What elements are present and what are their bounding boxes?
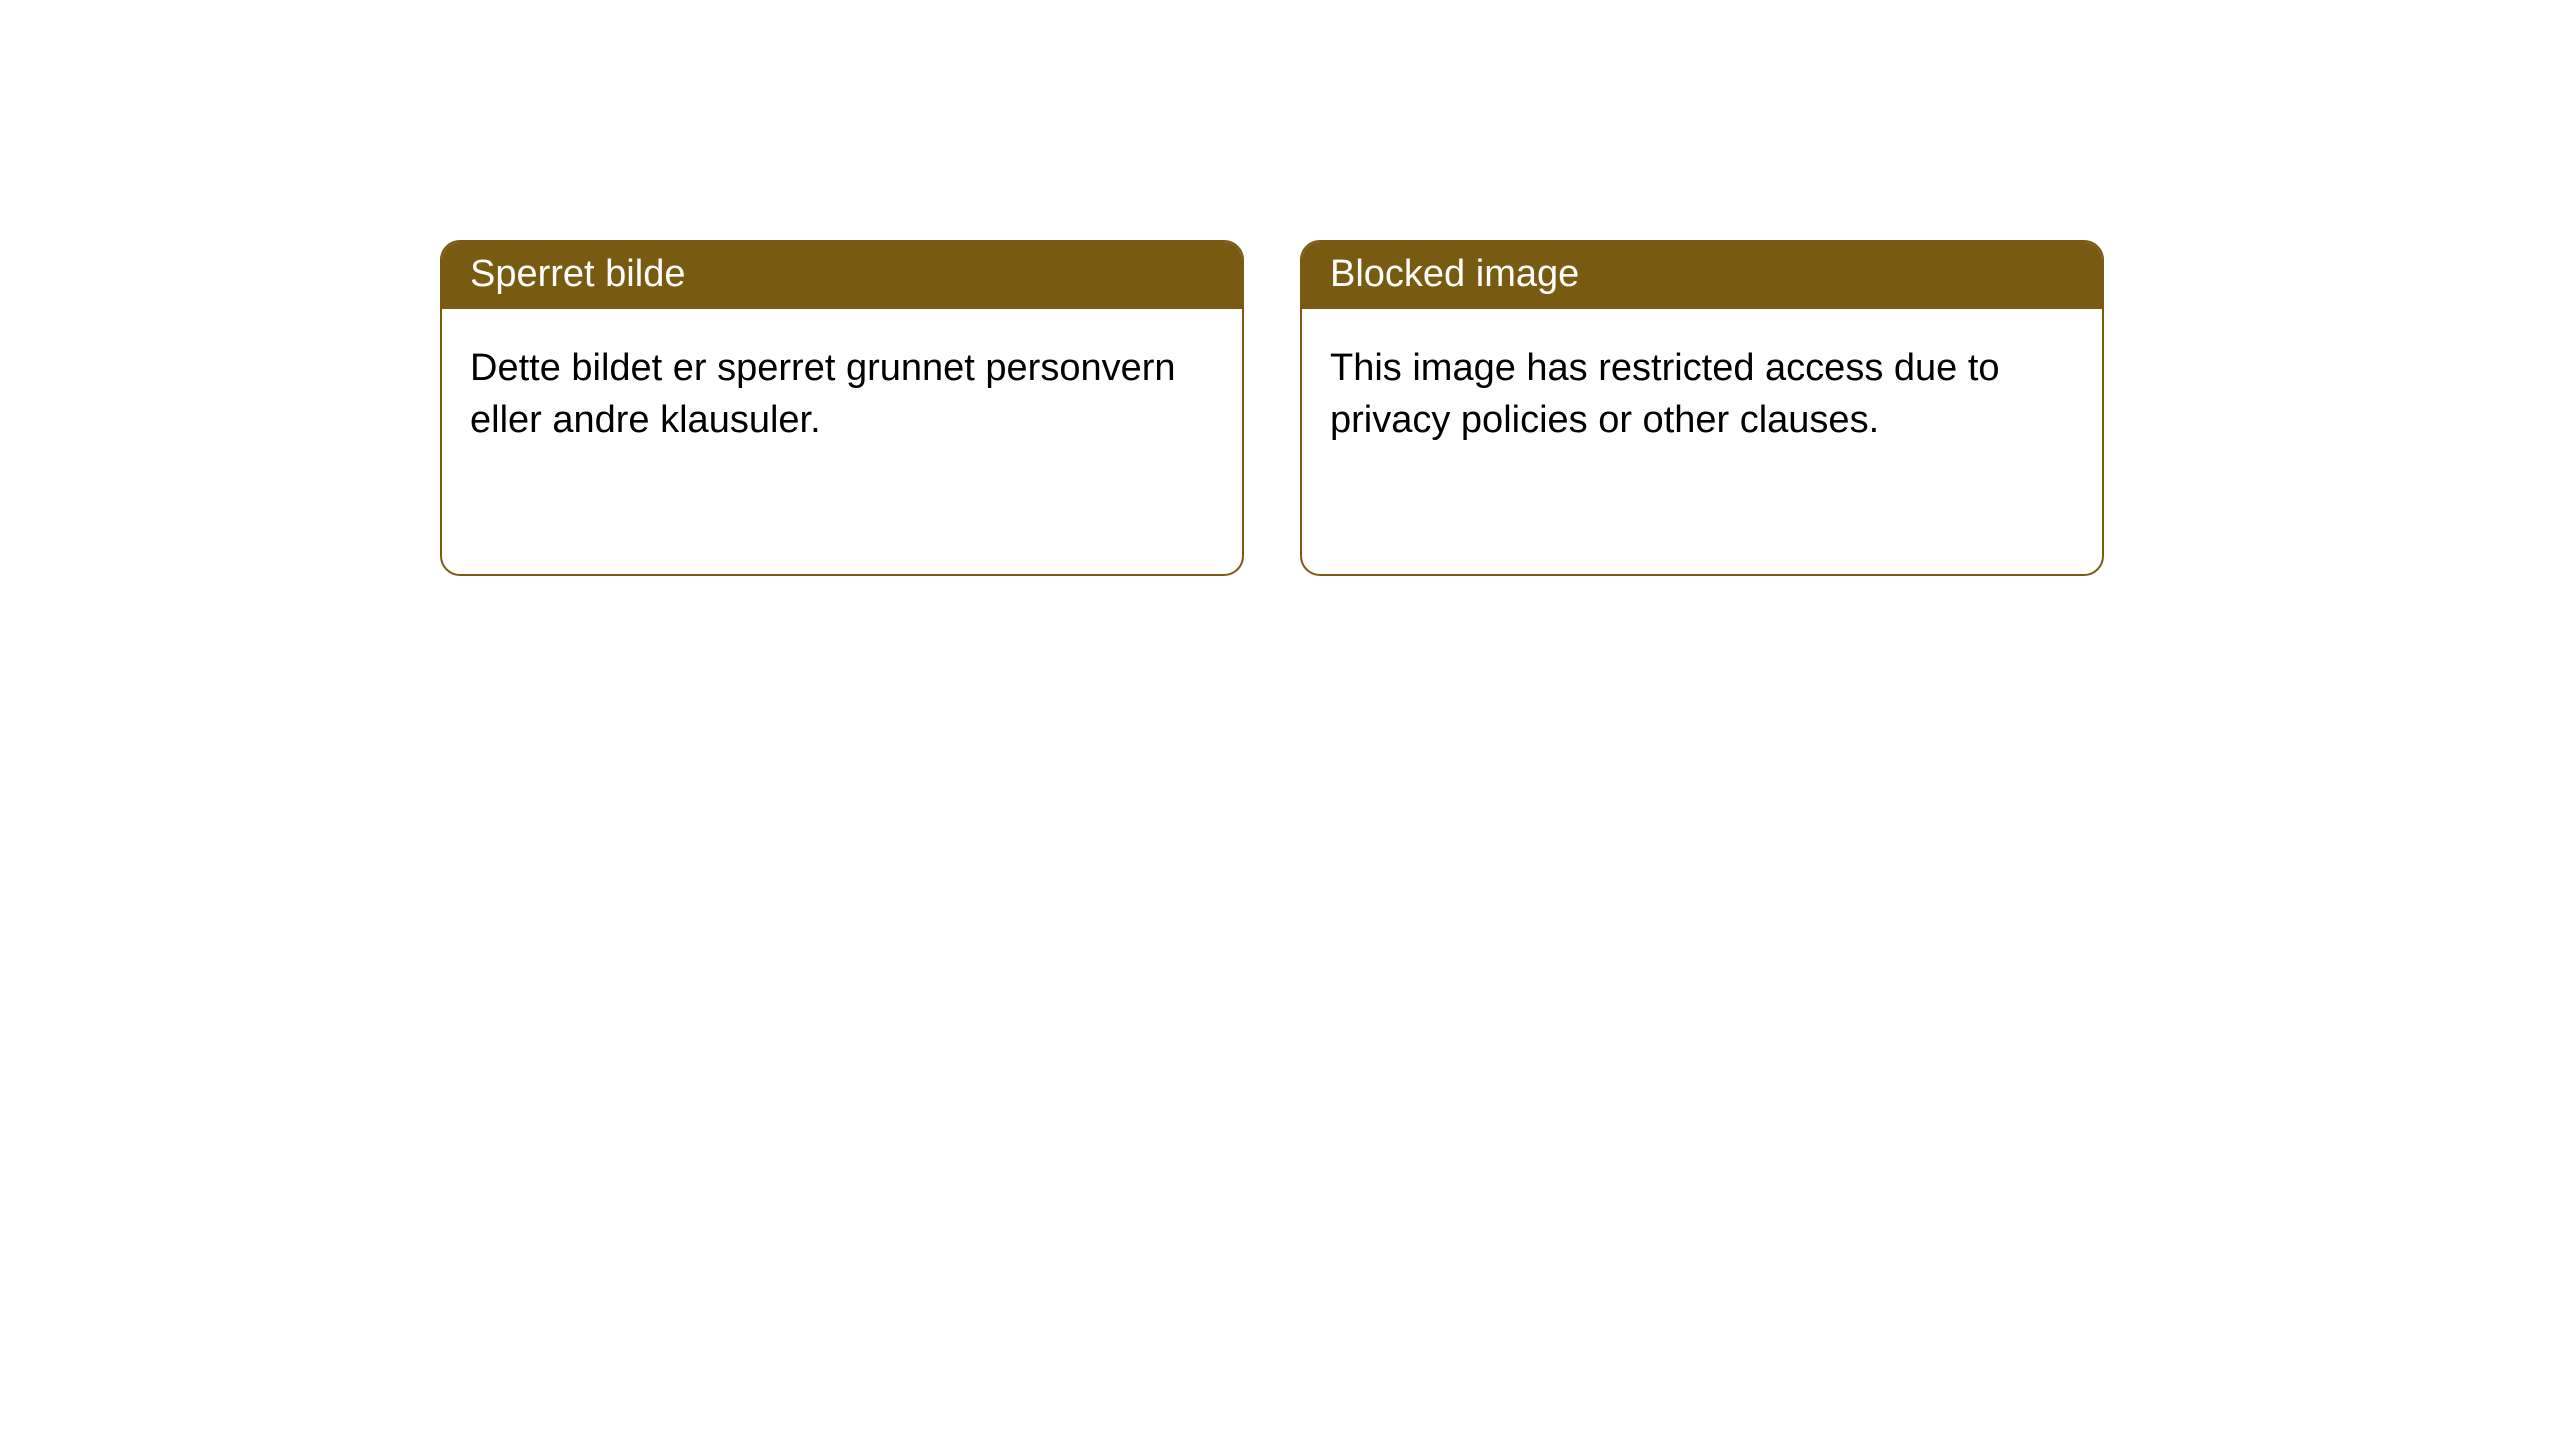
card-message: This image has restricted access due to … — [1330, 347, 2000, 440]
blocked-image-card-norwegian: Sperret bilde Dette bildet er sperret gr… — [440, 240, 1244, 576]
card-header: Blocked image — [1302, 242, 2102, 309]
blocked-image-card-english: Blocked image This image has restricted … — [1300, 240, 2104, 576]
card-body: Dette bildet er sperret grunnet personve… — [442, 309, 1242, 480]
card-message: Dette bildet er sperret grunnet personve… — [470, 347, 1176, 440]
card-title: Blocked image — [1330, 253, 1579, 295]
card-title: Sperret bilde — [470, 253, 685, 295]
card-body: This image has restricted access due to … — [1302, 309, 2102, 480]
card-header: Sperret bilde — [442, 242, 1242, 309]
notice-container: Sperret bilde Dette bildet er sperret gr… — [0, 0, 2560, 576]
